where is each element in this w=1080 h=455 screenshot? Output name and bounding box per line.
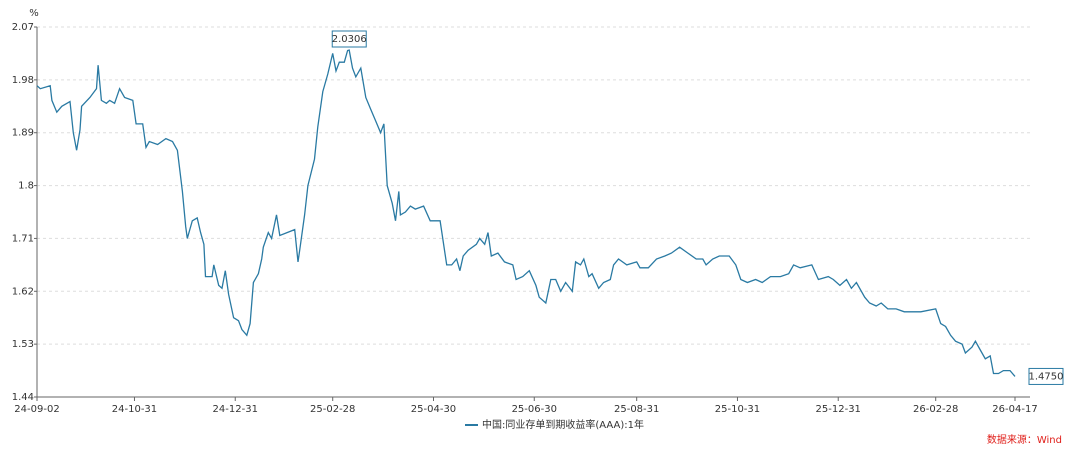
annotation: 1.4750 [1028, 367, 1064, 385]
x-tick-label: 24-12-31 [213, 404, 258, 415]
x-tick-label: 26-02-28 [913, 404, 958, 415]
y-tick-label: 1.62 [12, 286, 34, 297]
annotation-label: 1.4750 [1029, 371, 1064, 382]
y-tick-label: 2.07 [12, 22, 34, 33]
y-tick-label: 1.44 [12, 392, 34, 403]
y-tick-label: 1.98 [12, 75, 34, 86]
x-tick-label: 24-10-31 [112, 404, 157, 415]
annotation-label: 2.0306 [332, 34, 367, 45]
x-tick-label: 25-12-31 [816, 404, 861, 415]
annotation-box [331, 30, 367, 48]
legend-label: 中国:同业存单到期收益率(AAA):1年 [482, 418, 644, 431]
x-tick-label: 24-09-02 [14, 404, 59, 415]
x-tick-label: 25-10-31 [715, 404, 760, 415]
x-tick-label: 25-08-31 [614, 404, 659, 415]
legend: 中国:同业存单到期收益率(AAA):1年 [465, 418, 644, 431]
y-tick-label: 1.53 [12, 339, 34, 350]
y-tick-label: 1.71 [12, 233, 34, 244]
annotation: 2.0306 [331, 30, 367, 48]
annotation-box [1028, 367, 1064, 385]
y-tick-label: 1.8 [18, 181, 34, 192]
x-tick-label: 25-02-28 [310, 404, 355, 415]
x-tick-label: 26-04-17 [992, 404, 1037, 415]
y-unit: % [29, 8, 39, 19]
line [36, 49, 1016, 377]
source: 数据来源：Wind [987, 433, 1062, 446]
x-tick-label: 25-06-30 [512, 404, 557, 415]
x-tick-label: 25-04-30 [411, 404, 456, 415]
y-tick-label: 1.89 [12, 128, 34, 139]
